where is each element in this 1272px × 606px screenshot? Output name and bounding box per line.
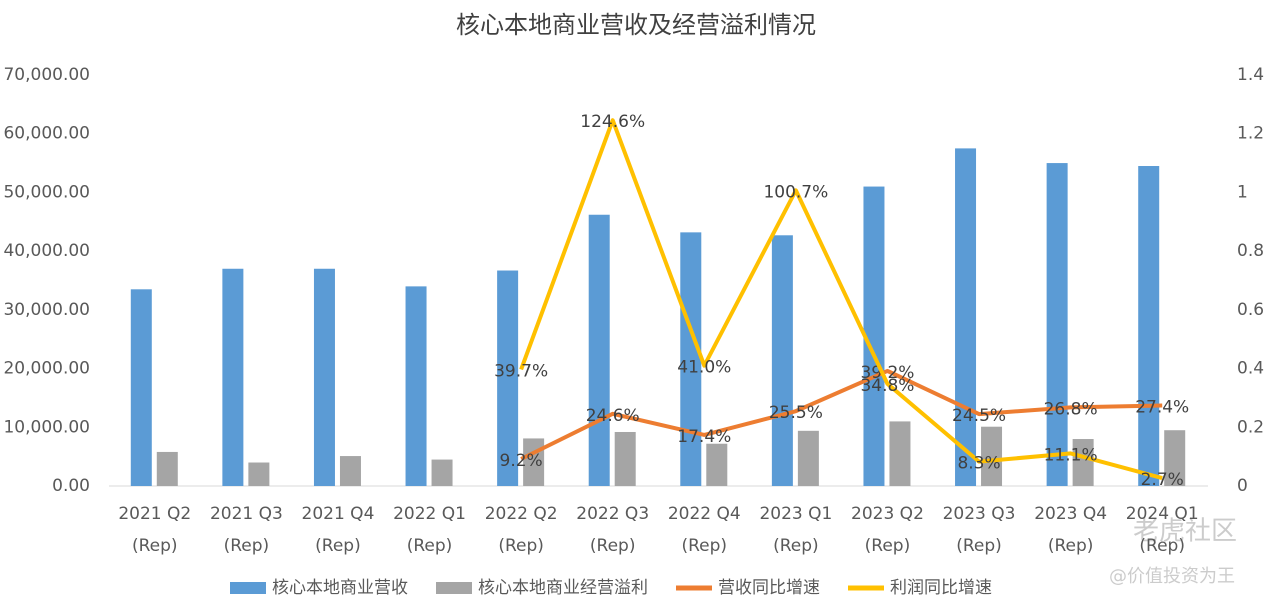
legend-label: 核心本地商业营收	[272, 578, 408, 598]
x-tick-label: 2023 Q2	[851, 504, 924, 524]
x-tick-label: 2022 Q2	[485, 504, 558, 524]
data-label: 9.2%	[500, 451, 543, 471]
y2-tick-label: 0.6	[1237, 300, 1264, 320]
bar	[1164, 430, 1186, 486]
data-label: 24.6%	[586, 406, 640, 426]
data-label: 39.7%	[494, 361, 548, 381]
bar	[889, 421, 911, 486]
data-label: 27.4%	[1135, 398, 1189, 418]
data-label: 2.7%	[1141, 470, 1184, 490]
bar	[431, 459, 453, 486]
bar	[405, 286, 427, 486]
x-tick-label: (Rep)	[956, 536, 1002, 556]
x-tick-label: (Rep)	[1048, 536, 1094, 556]
bar	[680, 232, 702, 486]
bar	[955, 148, 977, 486]
x-tick-label: (Rep)	[224, 536, 270, 556]
line	[520, 368, 1163, 461]
data-label: 8.3%	[957, 454, 1000, 474]
legend-label: 营收同比增速	[718, 578, 820, 598]
bar	[497, 270, 519, 486]
y2-tick-label: 0	[1237, 476, 1248, 496]
bar	[706, 443, 728, 486]
x-tick-label: (Rep)	[865, 536, 911, 556]
x-tick-label: 2021 Q3	[210, 504, 283, 524]
bar	[313, 268, 335, 486]
data-label: 25.5%	[769, 403, 823, 423]
x-tick-label: 2021 Q2	[118, 504, 191, 524]
data-label: 26.8%	[1044, 399, 1098, 419]
bar	[1046, 163, 1068, 487]
bar	[222, 268, 244, 486]
bar	[771, 235, 793, 486]
watermark: 老虎社区	[1133, 517, 1237, 547]
y-tick-label: 30,000.00	[3, 300, 90, 320]
bar	[1138, 166, 1160, 486]
data-label: 41.0%	[677, 358, 731, 378]
data-label: 100.7%	[763, 182, 828, 202]
x-tick-label: (Rep)	[498, 536, 544, 556]
x-tick-label: 2021 Q4	[302, 504, 375, 524]
y-tick-label: 10,000.00	[3, 417, 90, 437]
y-tick-label: 40,000.00	[3, 241, 90, 261]
x-tick-label: 2022 Q3	[576, 504, 649, 524]
data-label: 39.2%	[860, 363, 914, 383]
legend-swatch	[230, 582, 266, 594]
bar	[156, 451, 178, 486]
x-tick-label: 2023 Q1	[759, 504, 832, 524]
bar	[248, 462, 270, 486]
y2-tick-label: 0.8	[1237, 241, 1264, 261]
bar	[588, 214, 610, 487]
x-tick-label: (Rep)	[682, 536, 728, 556]
data-label: 11.1%	[1044, 445, 1098, 465]
data-label: 34.8%	[860, 376, 914, 396]
y2-tick-label: 0.2	[1237, 417, 1264, 437]
legend-label: 利润同比增速	[890, 578, 992, 598]
bar	[1072, 439, 1094, 486]
y-tick-label: 50,000.00	[3, 182, 90, 202]
bar	[130, 289, 152, 486]
bar	[863, 186, 885, 487]
x-tick-label: (Rep)	[1139, 536, 1185, 556]
bar	[797, 430, 819, 486]
y2-tick-label: 1	[1237, 182, 1248, 202]
watermark: @价值投资为王	[1109, 566, 1235, 587]
x-tick-label: 2024 Q1	[1126, 504, 1199, 524]
legend-swatch	[436, 582, 472, 594]
legend-label: 核心本地商业经营溢利	[478, 578, 648, 598]
y-tick-label: 60,000.00	[3, 124, 90, 144]
x-tick-label: (Rep)	[315, 536, 361, 556]
x-tick-label: 2023 Q4	[1034, 504, 1107, 524]
data-label: 17.4%	[677, 427, 731, 447]
chart-title: 核心本地商业营收及经营溢利情况	[456, 11, 816, 39]
bar	[614, 431, 636, 486]
x-tick-label: (Rep)	[407, 536, 453, 556]
x-tick-label: (Rep)	[132, 536, 178, 556]
x-tick-label: (Rep)	[590, 536, 636, 556]
x-tick-label: 2022 Q1	[393, 504, 466, 524]
data-label: 24.5%	[952, 406, 1006, 426]
y-tick-label: 70,000.00	[3, 65, 90, 85]
bar	[339, 456, 361, 486]
y2-tick-label: 0.4	[1237, 359, 1264, 379]
bar	[981, 426, 1003, 486]
line	[519, 118, 1163, 481]
y-tick-label: 20,000.00	[3, 359, 90, 379]
y2-tick-label: 1.2	[1237, 124, 1264, 144]
y2-tick-label: 1.4	[1237, 65, 1264, 85]
data-label: 124.6%	[580, 112, 645, 132]
y-tick-label: 0.00	[52, 476, 90, 496]
x-tick-label: 2023 Q3	[943, 504, 1016, 524]
x-tick-label: (Rep)	[773, 536, 819, 556]
x-tick-label: 2022 Q4	[668, 504, 741, 524]
